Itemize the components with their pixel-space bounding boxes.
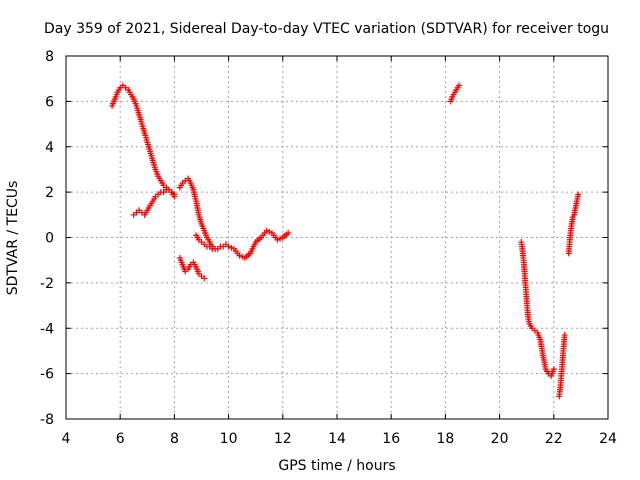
x-tick-label: 18	[436, 431, 454, 447]
data-point	[550, 366, 557, 373]
y-tick-label: 0	[45, 231, 54, 247]
x-tick-label: 20	[491, 431, 509, 447]
series-arc-9	[565, 191, 582, 257]
data-point	[201, 275, 208, 282]
x-tick-label: 8	[170, 431, 179, 447]
series-arc-1	[109, 82, 178, 200]
chart-title: Day 359 of 2021, Sidereal Day-to-day VTE…	[44, 21, 609, 37]
y-tick-label: -2	[40, 276, 54, 292]
y-tick-label: 6	[45, 94, 54, 110]
series-arc-7	[518, 239, 557, 379]
data-point	[212, 245, 219, 252]
data-point	[285, 229, 292, 236]
grid-lines	[66, 56, 608, 419]
y-tick-label: -8	[40, 412, 54, 428]
series-arc-8	[556, 332, 568, 400]
x-tick-label: 6	[116, 431, 125, 447]
y-tick-label: 8	[45, 49, 54, 65]
x-tick-label: 16	[382, 431, 400, 447]
x-tick-label: 24	[599, 431, 617, 447]
x-tick-label: 22	[545, 431, 563, 447]
y-tick-label: 4	[45, 140, 54, 156]
series-arc-6	[447, 82, 462, 105]
data-point	[236, 252, 243, 259]
y-tick-label: -4	[40, 321, 54, 337]
data-point	[274, 236, 281, 243]
y-tick-label: 2	[45, 185, 54, 201]
series-arc-3	[176, 175, 292, 261]
data-point	[455, 82, 462, 89]
y-axis-label: SDTVAR / TECUs	[5, 181, 21, 296]
plot-frame	[65, 55, 609, 420]
data-point	[266, 228, 273, 235]
x-tick-label: 10	[220, 431, 238, 447]
x-axis-label: GPS time / hours	[278, 458, 395, 474]
x-tick-label: 14	[328, 431, 346, 447]
data-point	[225, 243, 232, 250]
data-point	[561, 332, 568, 339]
x-tick-label: 12	[274, 431, 292, 447]
data-point	[263, 227, 270, 234]
series-arc-5	[193, 232, 219, 252]
data-point	[277, 235, 284, 242]
data-points	[109, 82, 582, 400]
x-tick-label: 4	[62, 431, 71, 447]
data-point	[171, 191, 178, 198]
y-tick-label: -6	[40, 367, 54, 383]
data-point	[228, 244, 235, 251]
series-arc-2	[130, 186, 178, 218]
series-arc-4	[176, 254, 208, 282]
data-point	[575, 191, 582, 198]
